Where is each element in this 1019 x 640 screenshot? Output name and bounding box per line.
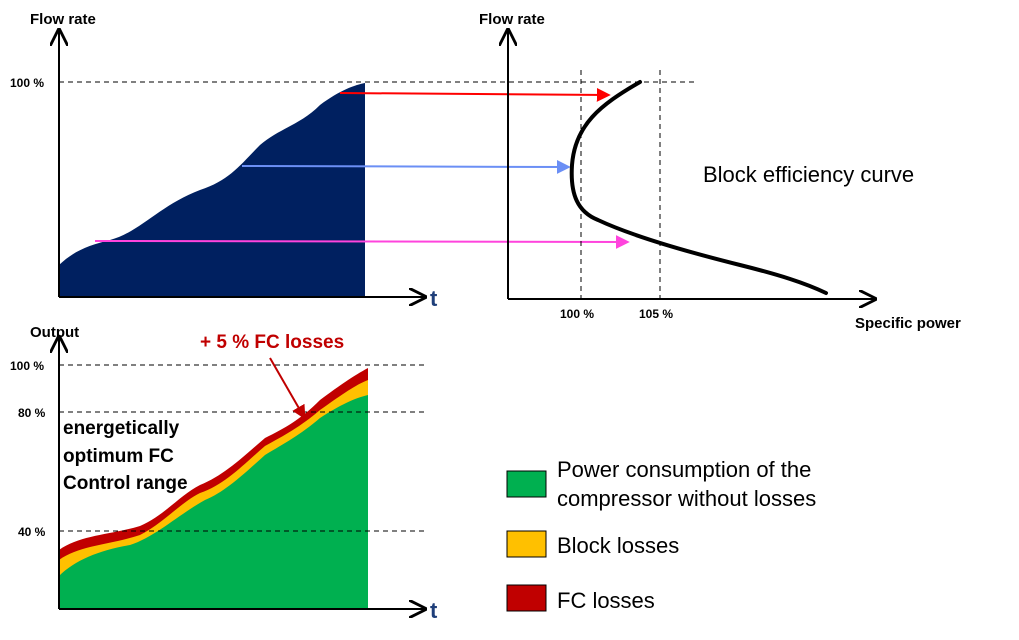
tick-100-percent: 100 %	[10, 76, 44, 90]
legend-label-block-losses: Block losses	[557, 533, 679, 558]
range-note-line-3: Control range	[63, 473, 188, 494]
blue-mapping-arrow	[241, 159, 571, 174]
tick-105-percent: 105 %	[639, 307, 673, 321]
fc-losses-note: + 5 % FC losses	[200, 332, 344, 353]
block-efficiency-curve	[569, 80, 828, 295]
range-note-line-1: energetically	[63, 418, 180, 439]
output-time-chart: Output 100 % 80 % 40 % t + 5 % FC losses…	[10, 324, 438, 623]
pink-mapping-arrow	[94, 234, 630, 249]
legend-swatch-compressor-power	[506, 470, 547, 498]
flow-rate-area	[59, 83, 365, 297]
red-mapping-arrow	[339, 87, 611, 102]
tick-100-percent: 100 %	[10, 359, 44, 373]
legend-swatch-fc-losses	[506, 584, 547, 612]
flow-rate-axis-label: Flow rate	[30, 11, 96, 28]
block-efficiency-curve-label: Block efficiency curve	[703, 162, 914, 187]
tick-100-percent: 100 %	[560, 307, 594, 321]
legend-label-compressor-power-line-1: Power consumption of the	[557, 457, 811, 482]
tick-80-percent: 80 %	[18, 406, 46, 420]
time-axis-label: t	[430, 286, 438, 311]
time-axis-label: t	[430, 598, 438, 623]
legend: Power consumption of the compressor with…	[506, 457, 816, 613]
tick-40-percent: 40 %	[18, 525, 46, 539]
flow-rate-axis-label: Flow rate	[479, 11, 545, 28]
specific-power-axis-label: Specific power	[855, 315, 961, 332]
legend-label-fc-losses: FC losses	[557, 588, 655, 613]
flow-time-chart: Flow rate 100 % t	[10, 11, 695, 311]
fc-losses-pointer-arrow	[269, 357, 306, 420]
efficiency-chart: Flow rate 100 % 105 % Specific power Blo…	[479, 11, 961, 332]
legend-swatch-block-losses	[506, 530, 547, 558]
output-axis-label: Output	[30, 324, 79, 341]
range-note-line-2: optimum FC	[63, 446, 174, 467]
legend-label-compressor-power-line-2: compressor without losses	[557, 486, 816, 511]
compressor-power-area	[59, 395, 368, 609]
